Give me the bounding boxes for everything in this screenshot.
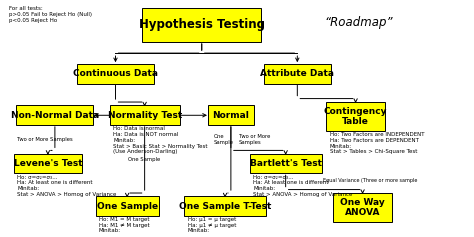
Text: Attribute Data: Attribute Data [260,69,334,78]
FancyBboxPatch shape [208,105,254,125]
Text: One Sample: One Sample [97,202,158,211]
Text: Two or More Samples: Two or More Samples [18,137,73,142]
Text: Two or More
Samples: Two or More Samples [239,134,270,145]
FancyBboxPatch shape [249,154,322,173]
Text: One Sample T-Test: One Sample T-Test [179,202,271,211]
Text: Normality Test: Normality Test [108,111,182,120]
Text: Normal: Normal [212,111,249,120]
Text: Ho: μ1 = μ target
Ha: μ1 ≠ μ target
Minitab:: Ho: μ1 = μ target Ha: μ1 ≠ μ target Mini… [188,217,236,233]
Text: Ho: Two Factors are INDEPENDENT
Ha: Two Factors are DEPENDENT
Minitab:
Stat > Ta: Ho: Two Factors are INDEPENDENT Ha: Two … [330,132,424,154]
Text: Hypothesis Testing: Hypothesis Testing [139,18,265,31]
Text: Equal Variance (Three or more sample: Equal Variance (Three or more sample [323,178,418,183]
Text: Ho: M1 = M target
Ha: M1 ≠ M target
Minitab:: Ho: M1 = M target Ha: M1 ≠ M target Mini… [99,217,150,233]
Text: One Sample: One Sample [128,157,161,162]
FancyBboxPatch shape [327,102,385,131]
Text: Continuous Data: Continuous Data [73,69,158,78]
Text: Levene's Test: Levene's Test [14,159,82,168]
FancyBboxPatch shape [109,105,180,125]
Text: One
Sample: One Sample [214,134,234,145]
FancyBboxPatch shape [264,64,331,84]
FancyBboxPatch shape [333,193,392,222]
FancyBboxPatch shape [142,8,261,42]
FancyBboxPatch shape [14,154,82,173]
FancyBboxPatch shape [77,64,154,84]
Text: Ho: Data is normal
Ha: Data is NOT normal
Minitab:
Stat > Basic Stat > Normality: Ho: Data is normal Ha: Data is NOT norma… [113,126,208,155]
Text: One Way
ANOVA: One Way ANOVA [340,198,385,217]
FancyBboxPatch shape [96,196,159,216]
Text: “Roadmap”: “Roadmap” [324,16,393,29]
Text: Ho: σ=σ₂=σ₃...
Ha: At least one is different
Minitab:
Stat > ANOVA > Homog of Va: Ho: σ=σ₂=σ₃... Ha: At least one is diffe… [18,175,117,197]
FancyBboxPatch shape [184,196,266,216]
FancyBboxPatch shape [17,105,93,125]
Text: Non-Normal Data: Non-Normal Data [11,111,99,120]
Text: Ho: σ=σ₂=σ₃...
Ha: At least one is different
Minitab:
Stat > ANOVA > Homog of Va: Ho: σ=σ₂=σ₃... Ha: At least one is diffe… [253,175,353,197]
Text: Contingency
Table: Contingency Table [324,107,387,126]
Text: For all tests:
p>0.05 Fail to Reject Ho (Null)
p<0.05 Reject Ho: For all tests: p>0.05 Fail to Reject Ho … [9,6,92,23]
Text: Bartlett's Test: Bartlett's Test [250,159,322,168]
